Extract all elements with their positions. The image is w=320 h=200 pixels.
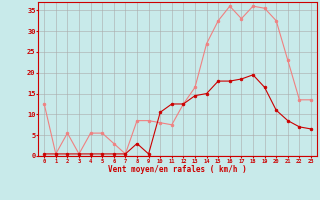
X-axis label: Vent moyen/en rafales ( km/h ): Vent moyen/en rafales ( km/h )	[108, 165, 247, 174]
